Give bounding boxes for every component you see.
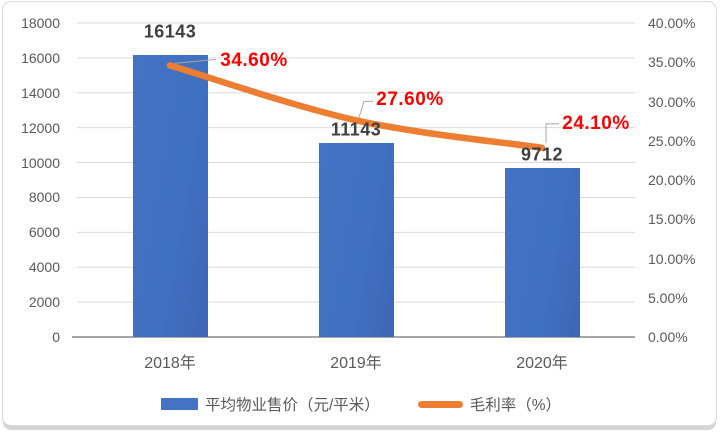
left-axis-tick-label: 10000 <box>21 154 60 171</box>
left-axis-tick-label: 4000 <box>28 259 60 276</box>
line-value-label: 24.10% <box>562 112 630 134</box>
right-axis-tick-label: 20.00% <box>648 172 696 188</box>
bar-2018年 <box>132 55 208 337</box>
x-axis-category-label: 2020年 <box>516 355 568 372</box>
left-axis-tick-label: 12000 <box>21 119 60 136</box>
left-axis-tick-label: 18000 <box>21 15 60 31</box>
right-axis-tick-label: 5.00% <box>648 289 688 306</box>
bar-2020年 <box>504 167 580 337</box>
left-axis-tick-label: 14000 <box>21 84 60 101</box>
right-axis-tick-label: 10.00% <box>648 250 696 267</box>
right-axis-tick-label: 40.00% <box>648 15 696 31</box>
left-axis-tick-label: 0 <box>52 329 60 345</box>
right-axis-tick-label: 15.00% <box>648 211 696 228</box>
bar-value-label: 16143 <box>143 21 197 42</box>
bar-value-label: 9712 <box>520 144 564 165</box>
line-value-label: 34.60% <box>220 50 288 72</box>
bar-value-label: 11143 <box>330 119 382 140</box>
legend-item-line-series: 毛利率（%） <box>417 393 562 415</box>
legend-line-series-label: 毛利率（%） <box>469 397 562 414</box>
right-axis-tick-label: 30.00% <box>648 93 696 110</box>
x-axis-category-label: 2019年 <box>330 355 382 372</box>
right-axis-tick-label: 25.00% <box>648 132 696 149</box>
right-axis-tick-label: 0.00% <box>648 329 688 345</box>
left-axis-tick-label: 8000 <box>28 189 60 206</box>
line-value-label: 27.60% <box>376 89 444 111</box>
legend: 平均物业售价（元/平米） 毛利率（%） <box>0 391 722 417</box>
left-axis-tick-label: 6000 <box>28 224 60 241</box>
x-axis-category-label: 2018年 <box>144 355 196 372</box>
legend-item-bar-series: 平均物业售价（元/平米） <box>160 393 380 415</box>
line-series-swatch-icon <box>417 400 463 408</box>
bar-series-swatch-icon <box>160 398 198 410</box>
left-axis-tick-label: 2000 <box>28 294 60 311</box>
bar-2019年 <box>318 142 394 337</box>
left-axis-tick-label: 16000 <box>21 49 60 66</box>
right-axis-tick-label: 35.00% <box>648 54 696 71</box>
legend-bar-series-label: 平均物业售价（元/平米） <box>204 397 380 414</box>
